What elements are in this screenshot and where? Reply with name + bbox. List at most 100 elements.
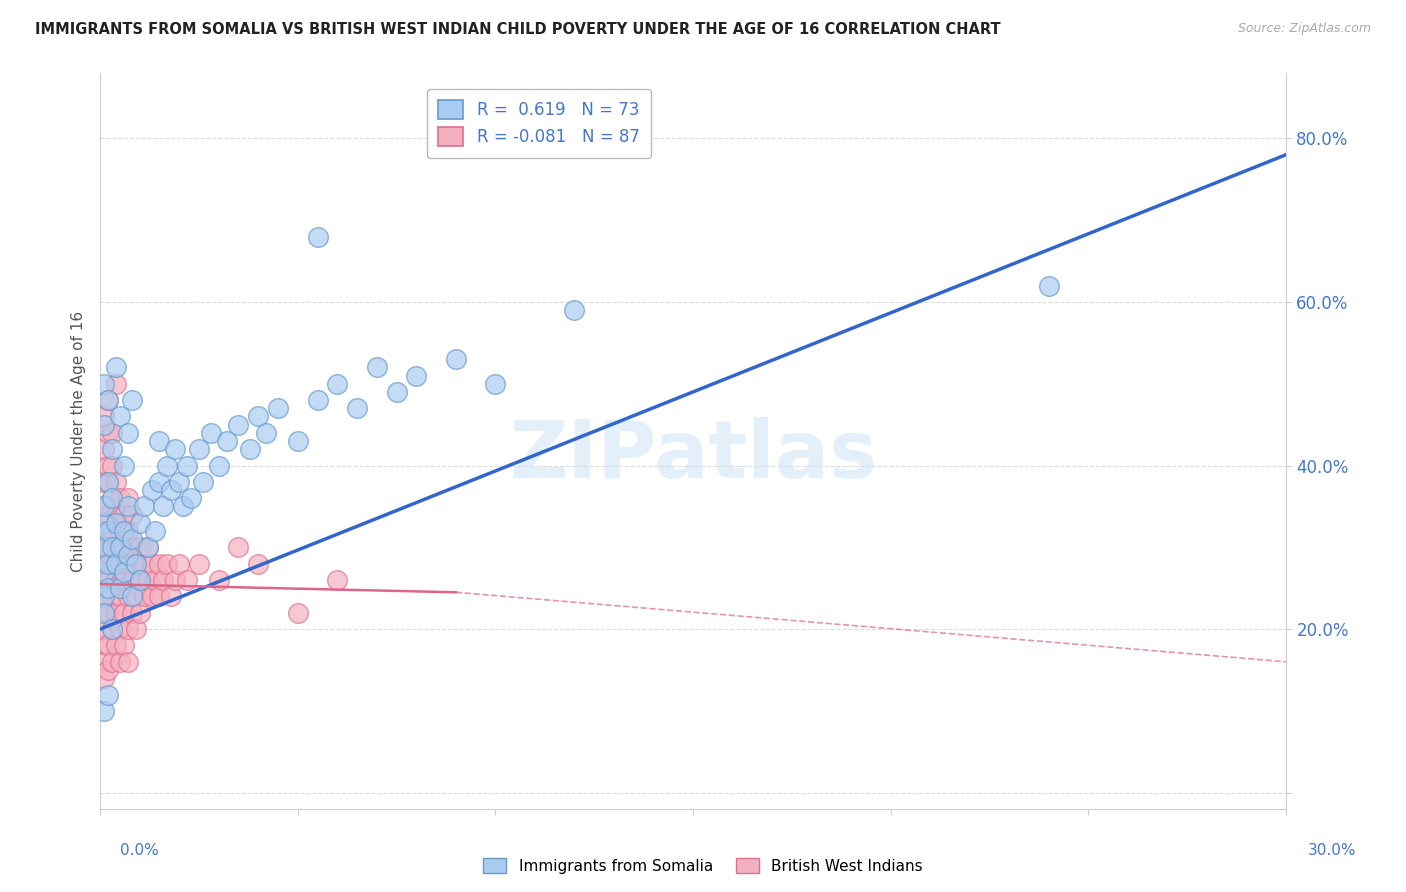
Point xyxy=(93,409,115,424)
Point xyxy=(156,557,179,571)
Point xyxy=(104,541,127,555)
Point xyxy=(121,541,143,555)
Point xyxy=(247,557,270,571)
Point xyxy=(121,606,143,620)
Point xyxy=(97,581,120,595)
Point xyxy=(121,508,143,522)
Point xyxy=(117,622,139,636)
Point xyxy=(93,516,115,530)
Point xyxy=(148,475,170,489)
Point xyxy=(97,639,120,653)
Point xyxy=(156,458,179,473)
Point xyxy=(97,573,120,587)
Point xyxy=(165,442,187,457)
Point xyxy=(125,557,148,571)
Point xyxy=(97,458,120,473)
Point xyxy=(97,524,120,538)
Point xyxy=(148,590,170,604)
Point xyxy=(108,655,131,669)
Point xyxy=(104,360,127,375)
Point xyxy=(117,500,139,514)
Point xyxy=(108,622,131,636)
Point xyxy=(128,516,150,530)
Point xyxy=(121,573,143,587)
Point xyxy=(160,590,183,604)
Point xyxy=(101,590,124,604)
Point xyxy=(117,425,139,440)
Text: Source: ZipAtlas.com: Source: ZipAtlas.com xyxy=(1237,22,1371,36)
Point xyxy=(101,622,124,636)
Point xyxy=(141,483,163,497)
Point xyxy=(239,442,262,457)
Point xyxy=(108,581,131,595)
Point xyxy=(287,606,309,620)
Point xyxy=(125,622,148,636)
Point xyxy=(152,500,174,514)
Point xyxy=(104,376,127,391)
Point xyxy=(187,557,209,571)
Point xyxy=(93,622,115,636)
Point xyxy=(326,573,349,587)
Point xyxy=(346,401,368,416)
Point xyxy=(117,655,139,669)
Point xyxy=(97,475,120,489)
Point xyxy=(101,655,124,669)
Point xyxy=(97,508,120,522)
Point xyxy=(132,500,155,514)
Point xyxy=(176,458,198,473)
Point xyxy=(152,573,174,587)
Point xyxy=(93,606,115,620)
Point xyxy=(93,541,115,555)
Point xyxy=(125,590,148,604)
Point xyxy=(172,500,194,514)
Point xyxy=(141,557,163,571)
Point xyxy=(121,590,143,604)
Point xyxy=(385,384,408,399)
Point xyxy=(228,417,250,432)
Point xyxy=(132,590,155,604)
Point xyxy=(1038,278,1060,293)
Point xyxy=(104,475,127,489)
Point xyxy=(97,557,120,571)
Point xyxy=(121,393,143,408)
Point xyxy=(93,500,115,514)
Point xyxy=(112,541,135,555)
Point xyxy=(108,541,131,555)
Point xyxy=(160,483,183,497)
Point xyxy=(108,590,131,604)
Point xyxy=(564,303,586,318)
Point xyxy=(104,516,127,530)
Point xyxy=(444,352,467,367)
Point xyxy=(93,590,115,604)
Point xyxy=(191,475,214,489)
Point xyxy=(128,573,150,587)
Point xyxy=(104,639,127,653)
Point xyxy=(117,491,139,506)
Point xyxy=(93,442,115,457)
Point xyxy=(215,434,238,448)
Point xyxy=(136,541,159,555)
Point xyxy=(112,606,135,620)
Point xyxy=(366,360,388,375)
Point xyxy=(167,557,190,571)
Point xyxy=(93,557,115,571)
Point xyxy=(93,417,115,432)
Point xyxy=(208,458,231,473)
Text: ZIPatlas: ZIPatlas xyxy=(509,417,877,495)
Point xyxy=(93,639,115,653)
Point xyxy=(93,376,115,391)
Point xyxy=(484,376,506,391)
Point xyxy=(97,393,120,408)
Point xyxy=(117,524,139,538)
Text: IMMIGRANTS FROM SOMALIA VS BRITISH WEST INDIAN CHILD POVERTY UNDER THE AGE OF 16: IMMIGRANTS FROM SOMALIA VS BRITISH WEST … xyxy=(35,22,1001,37)
Point xyxy=(128,541,150,555)
Point xyxy=(97,541,120,555)
Point xyxy=(93,606,115,620)
Point xyxy=(93,524,115,538)
Point xyxy=(108,557,131,571)
Point xyxy=(247,409,270,424)
Point xyxy=(307,393,329,408)
Point xyxy=(287,434,309,448)
Point xyxy=(97,606,120,620)
Text: 30.0%: 30.0% xyxy=(1309,843,1357,858)
